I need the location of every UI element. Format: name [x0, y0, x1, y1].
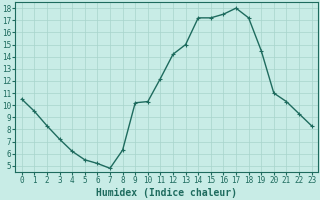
X-axis label: Humidex (Indice chaleur): Humidex (Indice chaleur): [96, 188, 237, 198]
